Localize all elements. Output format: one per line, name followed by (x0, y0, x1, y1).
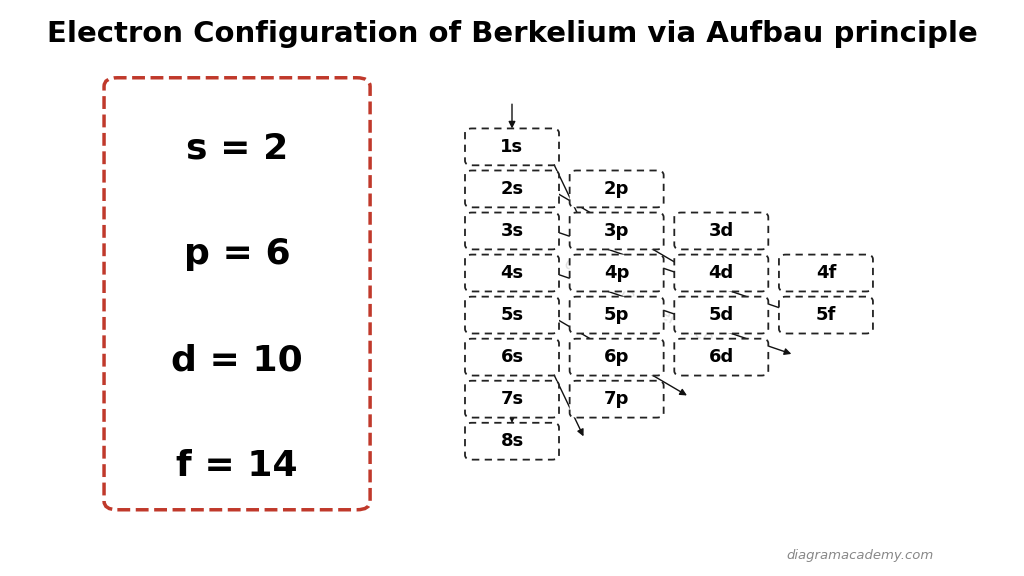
Text: 8s: 8s (501, 432, 523, 450)
Text: 3d: 3d (709, 222, 734, 240)
FancyBboxPatch shape (465, 255, 559, 291)
Text: 4d: 4d (709, 264, 734, 282)
Text: d = 10: d = 10 (171, 343, 303, 377)
Text: diagramacademy.com: diagramacademy.com (786, 548, 933, 562)
FancyBboxPatch shape (569, 213, 664, 249)
Text: 6d: 6d (709, 348, 734, 366)
FancyBboxPatch shape (465, 381, 559, 418)
Text: 4p: 4p (604, 264, 630, 282)
Text: 5s: 5s (501, 306, 523, 324)
Text: s = 2: s = 2 (186, 131, 288, 166)
FancyBboxPatch shape (569, 297, 664, 334)
Text: 4f: 4f (816, 264, 837, 282)
FancyBboxPatch shape (779, 255, 872, 291)
FancyBboxPatch shape (674, 255, 768, 291)
Text: 7s: 7s (501, 390, 523, 408)
Text: 2s: 2s (501, 180, 523, 198)
Text: 4s: 4s (501, 264, 523, 282)
FancyBboxPatch shape (465, 170, 559, 207)
FancyBboxPatch shape (569, 170, 664, 207)
FancyBboxPatch shape (674, 213, 768, 249)
FancyBboxPatch shape (465, 128, 559, 165)
Text: 7p: 7p (604, 390, 630, 408)
Text: f = 14: f = 14 (176, 449, 298, 483)
FancyBboxPatch shape (465, 339, 559, 376)
Text: Electron Configuration of Berkelium via Aufbau principle: Electron Configuration of Berkelium via … (47, 20, 977, 48)
Text: 5p: 5p (604, 306, 630, 324)
Text: 1s: 1s (501, 138, 523, 156)
Text: 3p: 3p (604, 222, 630, 240)
Text: 3s: 3s (501, 222, 523, 240)
Text: p = 6: p = 6 (183, 237, 291, 271)
Text: 2p: 2p (604, 180, 630, 198)
FancyBboxPatch shape (465, 423, 559, 460)
FancyBboxPatch shape (569, 339, 664, 376)
Text: diagramacademy.com: diagramacademy.com (560, 254, 730, 357)
Text: 5f: 5f (816, 306, 837, 324)
Text: 6p: 6p (604, 348, 630, 366)
FancyBboxPatch shape (569, 255, 664, 291)
FancyBboxPatch shape (674, 339, 768, 376)
Text: 5d: 5d (709, 306, 734, 324)
Text: 6s: 6s (501, 348, 523, 366)
FancyBboxPatch shape (465, 297, 559, 334)
FancyBboxPatch shape (569, 381, 664, 418)
FancyBboxPatch shape (465, 213, 559, 249)
FancyBboxPatch shape (779, 297, 872, 334)
FancyBboxPatch shape (674, 297, 768, 334)
